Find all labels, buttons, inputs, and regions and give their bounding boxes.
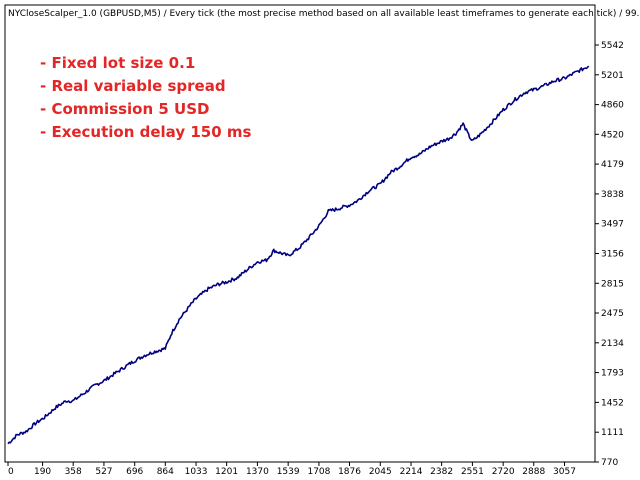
note-fixed-lot: - Fixed lot size 0.1 (40, 54, 195, 72)
x-axis: 0 190 358 527 696 864 1033 1201 1370 1539 1708 1876… (7, 462, 576, 477)
x-tick-label: 1876 (338, 467, 361, 477)
y-tick-label: 3156 (601, 250, 624, 260)
y-tick-label: 4520 (601, 130, 624, 140)
notes-box: - Fixed lot size 0.1 - Real variable spr… (40, 54, 252, 141)
y-tick-label: 2134 (601, 339, 624, 349)
y-tick-label: 770 (601, 458, 618, 468)
x-tick-label: 1708 (307, 467, 330, 477)
chart-title: NYCloseScalper_1.0 (GBPUSD,M5) / Every t… (8, 9, 640, 19)
note-execution-delay: - Execution delay 150 ms (40, 123, 252, 141)
y-tick-label: 2815 (601, 279, 624, 289)
x-tick-label: 527 (95, 467, 112, 477)
y-tick-label: 5542 (601, 41, 624, 51)
x-tick-label: 3057 (553, 467, 576, 477)
y-tick-label: 1111 (601, 428, 624, 438)
x-tick-label: 696 (126, 467, 143, 477)
y-axis: 5542 5201 4860 4520 4179 3838 3497 3156 2815 2475… (595, 41, 624, 468)
note-spread: - Real variable spread (40, 77, 226, 95)
y-tick-label: 1452 (601, 398, 624, 408)
y-tick-label: 5201 (601, 71, 624, 81)
x-tick-label: 2045 (369, 467, 392, 477)
x-tick-label: 2382 (430, 467, 453, 477)
x-tick-label: 1033 (185, 467, 208, 477)
note-commission: - Commission 5 USD (40, 100, 209, 118)
y-tick-label: 3497 (601, 220, 624, 230)
x-tick-label: 0 (8, 467, 14, 477)
y-tick-label: 4860 (601, 101, 624, 111)
x-tick-label: 1201 (215, 467, 238, 477)
x-tick-label: 864 (157, 467, 174, 477)
x-tick-label: 1370 (246, 467, 269, 477)
y-tick-label: 4179 (601, 160, 624, 170)
y-tick-label: 2475 (601, 309, 624, 319)
x-tick-label: 2214 (400, 467, 423, 477)
x-tick-label: 2720 (492, 467, 515, 477)
x-tick-label: 358 (65, 467, 82, 477)
y-tick-label: 3838 (601, 190, 624, 200)
x-tick-label: 1539 (277, 467, 300, 477)
y-tick-label: 1793 (601, 369, 624, 379)
plot-frame (4, 4, 596, 463)
x-tick-label: 2551 (461, 467, 484, 477)
x-tick-label: 190 (34, 467, 51, 477)
series-layer (7, 65, 590, 445)
balance-series-line (7, 65, 590, 445)
x-tick-label: 2888 (522, 467, 545, 477)
